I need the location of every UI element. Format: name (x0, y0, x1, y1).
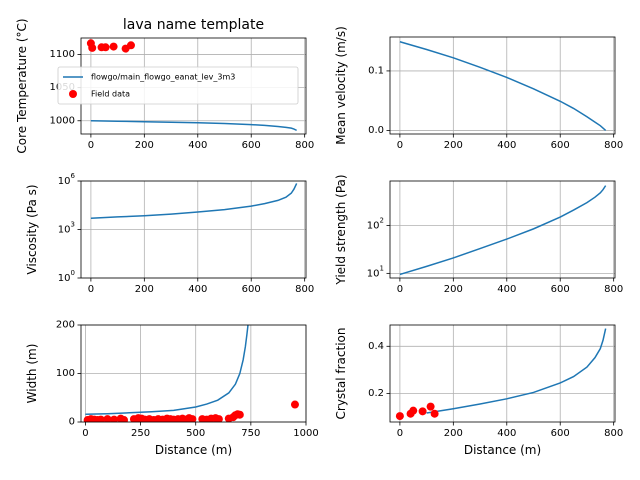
y-axis-label: Width (m) (25, 344, 39, 404)
plot-area (399, 41, 607, 131)
plot-area (83, 325, 299, 422)
axes-frame (389, 36, 616, 135)
field-data-point (109, 42, 118, 51)
series-line (90, 183, 298, 219)
y-axis-label: Mean velocity (m/s) (334, 26, 348, 145)
x-tick-label: 250 (131, 428, 150, 439)
x-tick-label: 750 (241, 428, 260, 439)
series-line (85, 325, 249, 415)
x-axis-label: Distance (m) (155, 443, 232, 457)
field-data-point (426, 402, 435, 411)
y-tick-label: 0.2 (368, 388, 384, 399)
x-tick-label: 200 (444, 284, 463, 295)
y-tick-label: 103 (58, 221, 75, 236)
field-data-point (120, 416, 129, 422)
y-tick-label: 0 (69, 417, 75, 428)
field-data-point (96, 415, 105, 422)
series-line (426, 328, 607, 414)
legend-box (57, 66, 299, 105)
chart-title: lava name template (123, 17, 264, 33)
x-tick-label: 200 (444, 140, 463, 151)
x-tick-label: 600 (551, 284, 570, 295)
y-tick-label: 1000 (50, 115, 75, 126)
legend-entry-label: Field data (91, 90, 130, 99)
panel-crystal-fraction: 0 200 400 600 800 0.2 0.4 Crystal fraction Dista… (334, 324, 623, 457)
series-line (399, 185, 607, 276)
field-data-point (418, 407, 427, 416)
x-tick-label: 800 (604, 428, 623, 439)
axes-frame (389, 324, 616, 423)
panel-core-temperature: 0200400600800100010501100Core Temperatur… (15, 17, 314, 154)
x-tick-label: 400 (188, 140, 207, 151)
y-axis-label: Core Temperature (°C) (15, 18, 29, 153)
field-data-point (409, 406, 418, 415)
series-line (90, 120, 297, 132)
field-data-point (290, 400, 299, 409)
field-data-point (88, 43, 97, 52)
x-tick-label: 0 (88, 140, 94, 151)
x-tick-label: 200 (444, 428, 463, 439)
y-tick-label: 1100 (50, 49, 75, 60)
field-data-point (214, 415, 223, 422)
x-tick-label: 0 (88, 284, 94, 295)
x-tick-label: 800 (604, 284, 623, 295)
x-tick-label: 0 (82, 428, 88, 439)
x-tick-label: 800 (604, 140, 623, 151)
x-tick-label: 400 (497, 428, 516, 439)
field-data-point (430, 409, 439, 418)
y-tick-label: 0.4 (368, 341, 384, 352)
x-axis-label: Distance (m) (464, 443, 541, 457)
y-tick-label: 102 (367, 216, 384, 231)
y-tick-label: 200 (56, 320, 75, 331)
y-tick-label: 0.0 (368, 125, 384, 136)
x-tick-label: 200 (135, 284, 154, 295)
series-line (399, 41, 607, 131)
panel-viscosity: 0 200 400 600 800 100 103 106 Viscosity (Pa s) (25, 172, 314, 295)
legend: flowgo/main_flowgo_eanat_lev_3m3 Field da… (57, 66, 299, 105)
x-tick-label: 0 (397, 284, 403, 295)
x-tick-label: 200 (135, 140, 154, 151)
plot-area (399, 185, 607, 276)
x-tick-label: 1000 (293, 428, 318, 439)
field-data-point (188, 415, 197, 422)
plot-area (395, 328, 607, 421)
x-tick-label: 600 (242, 140, 261, 151)
y-axis-label: Viscosity (Pa s) (25, 184, 39, 274)
field-data-point (235, 410, 244, 419)
field-data-point (395, 412, 404, 421)
plot-area (90, 183, 298, 219)
x-tick-label: 800 (295, 284, 314, 295)
x-tick-label: 500 (186, 428, 205, 439)
axes-frame (389, 180, 616, 279)
field-data-point (110, 415, 119, 422)
plot-area (86, 39, 297, 132)
field-data-point (126, 41, 135, 50)
y-tick-label: 0.1 (368, 65, 384, 76)
panel-mean-velocity: 0 200 400 600 800 0.0 0.1 Mean velocity (m/s) (334, 26, 623, 151)
x-tick-label: 0 (397, 428, 403, 439)
y-tick-label: 100 (56, 368, 75, 379)
y-tick-label: 100 (58, 269, 75, 284)
x-tick-label: 600 (551, 140, 570, 151)
y-tick-label: 101 (367, 264, 384, 279)
x-tick-label: 600 (551, 428, 570, 439)
y-axis-label: Yield strength (Pa) (334, 174, 348, 285)
y-tick-label: 106 (58, 172, 76, 187)
x-tick-label: 400 (497, 140, 516, 151)
x-tick-label: 600 (242, 284, 261, 295)
x-tick-label: 400 (188, 284, 207, 295)
x-tick-label: 400 (497, 284, 516, 295)
y-axis-label: Crystal fraction (334, 328, 348, 420)
x-tick-label: 800 (295, 140, 314, 151)
legend-marker-swatch (69, 90, 77, 98)
x-tick-label: 0 (397, 140, 403, 151)
field-data-point (101, 43, 110, 52)
panel-width: 0 250 500 750 1000 0 100 200 Width (m) Distance (… (25, 320, 319, 458)
panel-yield-strength: 0 200 400 600 800 101 102 Yield strength (Pa) (334, 174, 623, 295)
field-data-point (103, 415, 112, 422)
legend-entry-label: flowgo/main_flowgo_eanat_lev_3m3 (91, 73, 235, 82)
